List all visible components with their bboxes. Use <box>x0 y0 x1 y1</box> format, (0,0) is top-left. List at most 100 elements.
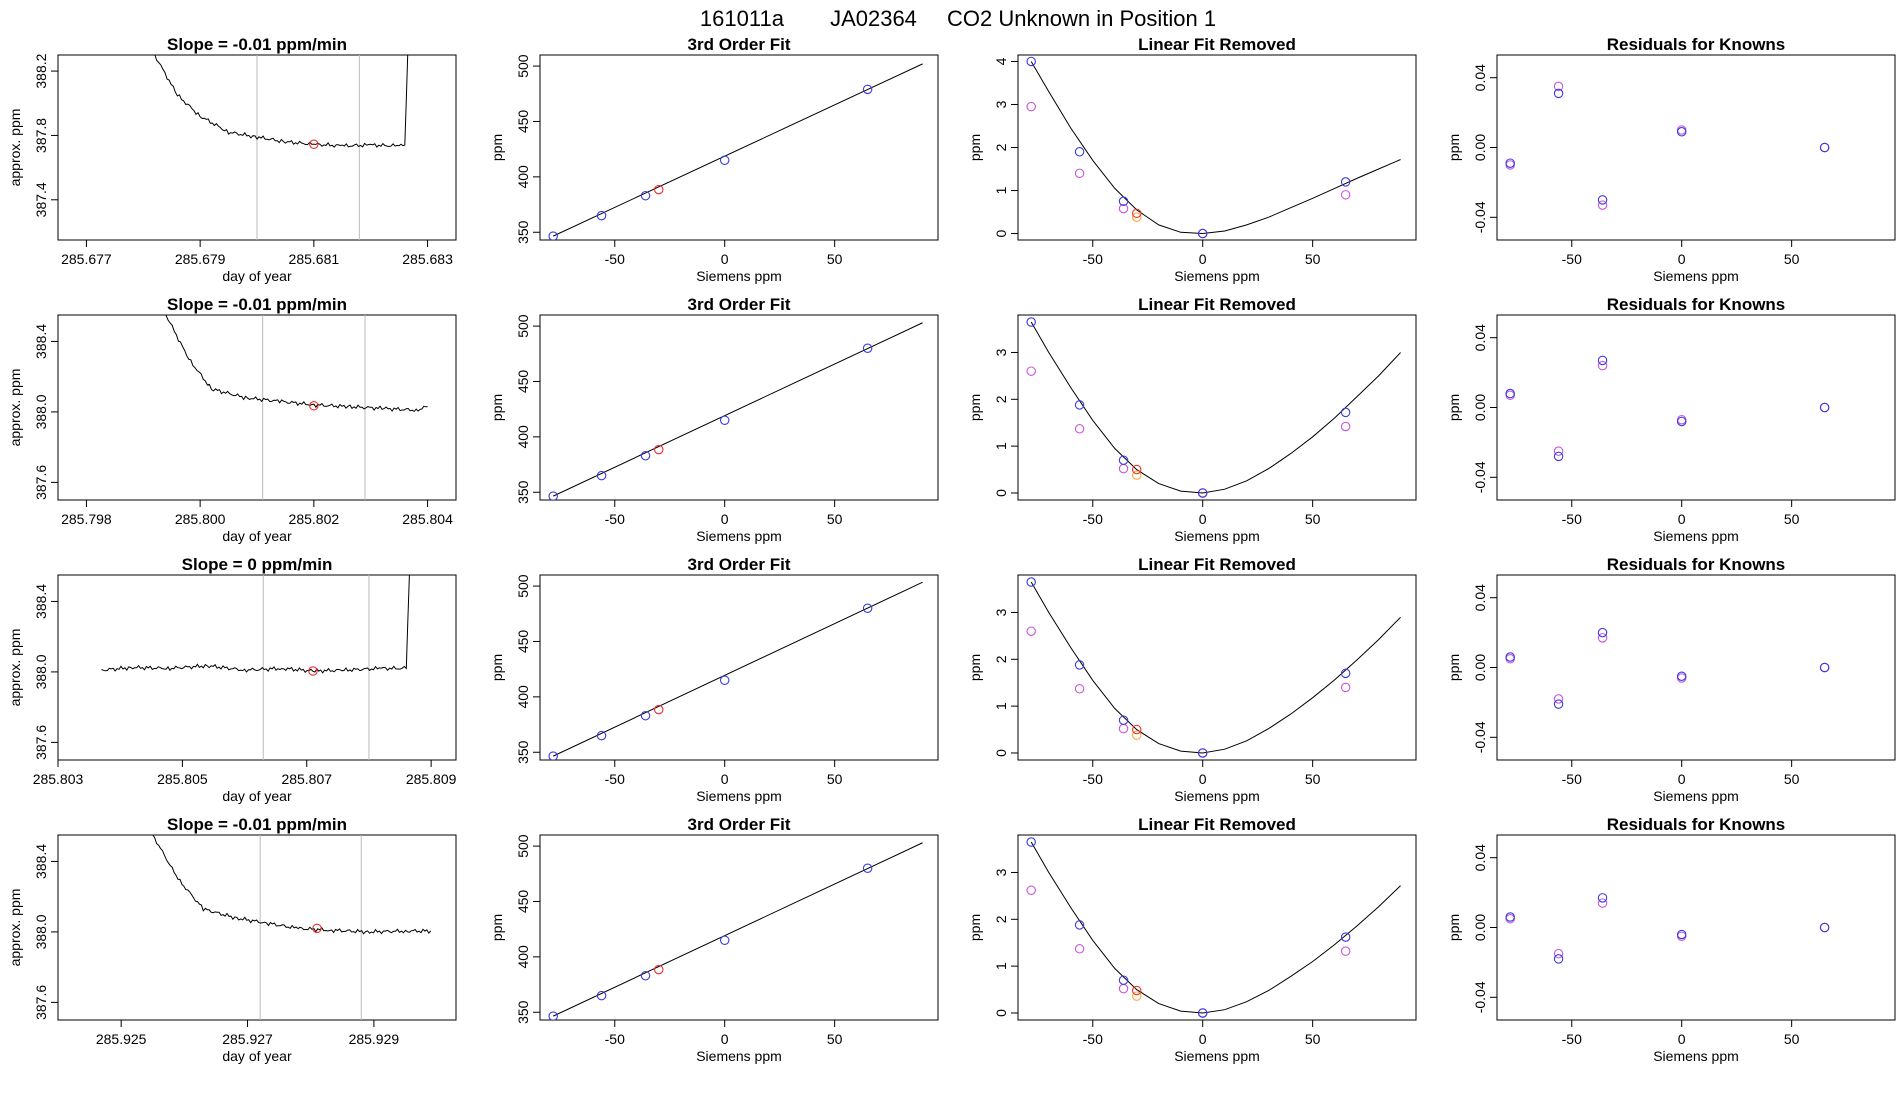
panel-residuals-row2-title: Residuals for Knowns <box>1607 295 1786 314</box>
panel-linear-fit-removed-row2-known-point <box>1074 400 1085 410</box>
panel-third-order-fit-row3-known-point <box>719 675 730 685</box>
panel-linear-fit-removed-row1-known-alt-point <box>1074 168 1085 179</box>
panel-timeseries-row3-xlabel: day of year <box>222 788 292 804</box>
panel-third-order-fit-row1-fit-line <box>552 63 923 237</box>
panel-third-order-fit-row1-frame <box>539 54 939 241</box>
panel-third-order-fit-row2-unknown-point <box>653 444 664 455</box>
panel-timeseries-row4-unknown-point <box>312 923 322 934</box>
panel-residuals-row2-ylabel: ppm <box>1446 394 1462 421</box>
panel-linear-fit-removed-row4-ylabel: ppm <box>967 914 983 941</box>
figure-title-run-id: 161011a <box>700 6 785 31</box>
panel-residuals-row1: Residuals for Knowns -50 0 50 -0.04 0.00 0.04 S… <box>1446 35 1896 284</box>
panel-third-order-fit-row4-known-point <box>596 990 607 1001</box>
panel-third-order-fit-row3-frame <box>539 574 939 761</box>
panel-linear-fit-removed-row4-plot-area <box>1026 837 1401 1018</box>
panel-timeseries-row1-unknown-point <box>309 139 319 150</box>
panel-third-order-fit-row2-ytick-label: 350 <box>515 480 531 504</box>
panel-residuals-row4-known-point <box>1597 893 1608 903</box>
panel-residuals-row2-known-point <box>1676 416 1687 427</box>
panel-timeseries-row3-xtick-label: 285.805 <box>157 771 208 787</box>
panel-linear-fit-removed-row1-known-point <box>1026 56 1036 67</box>
panel-timeseries-row3-trace-line <box>101 575 410 674</box>
panel-timeseries-row1-title: Slope = -0.01 ppm/min <box>167 35 347 54</box>
panel-linear-fit-removed-row4-ytick-label: 0 <box>993 1009 1009 1017</box>
panel-residuals-row1-ytick-label: 0.04 <box>1472 64 1488 91</box>
panel-residuals-row3-ylabel: ppm <box>1446 654 1462 681</box>
panel-residuals-row4-plot-area <box>1505 893 1830 964</box>
panel-timeseries-row1: Slope = -0.01 ppm/min 285.677 285.679 285.6… <box>7 35 457 284</box>
panel-linear-fit-removed-row3-frame <box>1017 574 1417 761</box>
panel-timeseries-row2-xtick-label: 285.804 <box>402 511 453 527</box>
panel-third-order-fit-row2: 3rd Order Fit -50 0 50 350 400 450 500 Siemens p… <box>489 295 939 544</box>
panel-third-order-fit-row1-ytick-label: 500 <box>515 54 531 78</box>
panel-residuals-row3-plot-area <box>1505 627 1830 709</box>
panel-residuals-row3-ytick-label: -0.04 <box>1472 721 1488 753</box>
panel-timeseries-row3-frame <box>57 574 457 761</box>
panel-timeseries-row1-ytick-label: 387.8 <box>33 118 49 153</box>
panel-linear-fit-removed-row2-known-point <box>1026 317 1036 327</box>
panel-residuals-row3-ytick-label: 0.00 <box>1472 654 1488 681</box>
panel-third-order-fit-row3-title: 3rd Order Fit <box>688 555 791 574</box>
panel-third-order-fit-row4-xlabel: Siemens ppm <box>696 1048 782 1064</box>
panel-linear-fit-removed-row1-ytick-label: 4 <box>993 57 1009 65</box>
panel-linear-fit-removed-row3-ytick-label: 2 <box>993 655 1009 663</box>
panel-linear-fit-removed-row3-known-alt-point <box>1118 723 1129 734</box>
panel-linear-fit-removed-row2-unknown-alt-point <box>1131 470 1142 480</box>
panel-linear-fit-removed-row4-ytick-label: 3 <box>993 868 1009 876</box>
panel-residuals-row4-xlabel: Siemens ppm <box>1653 1048 1739 1064</box>
panel-linear-fit-removed-row2-xlabel: Siemens ppm <box>1174 528 1260 544</box>
panel-timeseries-row2-ytick-label: 388.4 <box>33 324 49 359</box>
panel-third-order-fit-row4-known-point <box>548 1011 558 1020</box>
panel-timeseries-row1-ytick-label: 388.2 <box>33 53 49 88</box>
panel-third-order-fit-row4-ytick-label: 450 <box>515 890 531 914</box>
panel-third-order-fit-row3-ytick-label: 450 <box>515 630 531 654</box>
panel-residuals-row3-known-alt-point <box>1597 633 1608 643</box>
panel-linear-fit-removed-row4-known-alt-point <box>1340 946 1351 956</box>
panel-linear-fit-removed-row4-known-point <box>1118 975 1129 985</box>
panel-residuals-row1-known-point <box>1505 158 1515 168</box>
panel-residuals-row4-title: Residuals for Knowns <box>1607 815 1786 834</box>
panel-residuals-row3-known-point <box>1819 662 1830 673</box>
panel-third-order-fit-row3-ylabel: ppm <box>489 654 505 681</box>
panel-timeseries-row3-ylabel: approx. ppm <box>7 629 23 707</box>
panel-linear-fit-removed-row1-ytick-label: 0 <box>993 229 1009 237</box>
panel-third-order-fit-row4-xtick-label: -50 <box>605 1031 625 1047</box>
panel-linear-fit-removed-row2-known-alt-point <box>1118 463 1129 474</box>
panel-timeseries-row4-xtick-label: 285.927 <box>222 1031 273 1047</box>
panel-timeseries-row4-xtick-label: 285.929 <box>349 1031 400 1047</box>
panel-residuals-row4-known-point <box>1819 922 1830 933</box>
panel-timeseries-row4-title: Slope = -0.01 ppm/min <box>167 815 347 834</box>
panel-timeseries-row2-xtick-label: 285.800 <box>175 511 226 527</box>
panel-residuals-row3-xtick-label: -50 <box>1562 771 1582 787</box>
panel-residuals-row2-known-point <box>1819 402 1830 413</box>
panel-linear-fit-removed-row1-ylabel: ppm <box>967 134 983 161</box>
panel-third-order-fit-row2-frame <box>539 314 939 501</box>
panel-residuals-row2-xtick-label: 50 <box>1784 511 1800 527</box>
panel-linear-fit-removed-row3-xtick-label: -50 <box>1083 771 1103 787</box>
panel-residuals-row3-known-point <box>1505 652 1515 662</box>
panel-timeseries-row4-ytick-label: 388.4 <box>33 844 49 879</box>
panel-third-order-fit-row1: 3rd Order Fit -50 0 50 350 400 450 500 Siemens p… <box>489 35 939 284</box>
panel-linear-fit-removed-row2-fit-curve <box>1030 321 1401 494</box>
panel-residuals-row4-known-alt-point <box>1553 948 1564 959</box>
panel-residuals-row1-known-point <box>1676 127 1687 137</box>
panel-residuals-row4-ylabel: ppm <box>1446 914 1462 941</box>
panel-timeseries-row2-ylabel: approx. ppm <box>7 369 23 447</box>
panel-linear-fit-removed-row1-plot-area <box>1026 56 1401 239</box>
panel-linear-fit-removed-row2-unknown-point <box>1131 464 1142 475</box>
panel-linear-fit-removed-row3-title: Linear Fit Removed <box>1138 555 1296 574</box>
panel-linear-fit-removed-row1-known-alt-point <box>1340 190 1351 200</box>
panel-residuals-row3-ytick-label: 0.04 <box>1472 584 1488 611</box>
panel-residuals-row1-ylabel: ppm <box>1446 134 1462 161</box>
panel-third-order-fit-row2-ytick-label: 500 <box>515 314 531 338</box>
panel-residuals-row4-known-point <box>1505 912 1515 922</box>
panel-linear-fit-removed-row3-ytick-label: 0 <box>993 749 1009 757</box>
panel-linear-fit-removed-row4-known-alt-point <box>1074 944 1085 954</box>
panel-third-order-fit-row1-ytick-label: 400 <box>515 165 531 189</box>
panel-third-order-fit-row3-known-point <box>862 603 873 613</box>
panel-residuals-row3-xtick-label: 50 <box>1784 771 1800 787</box>
panel-third-order-fit-row1-ylabel: ppm <box>489 134 505 161</box>
panel-linear-fit-removed-row2-ytick-label: 2 <box>993 395 1009 403</box>
panel-linear-fit-removed-row4-xtick-label: 0 <box>1199 1031 1207 1047</box>
panel-third-order-fit-row4-ytick-label: 500 <box>515 834 531 858</box>
